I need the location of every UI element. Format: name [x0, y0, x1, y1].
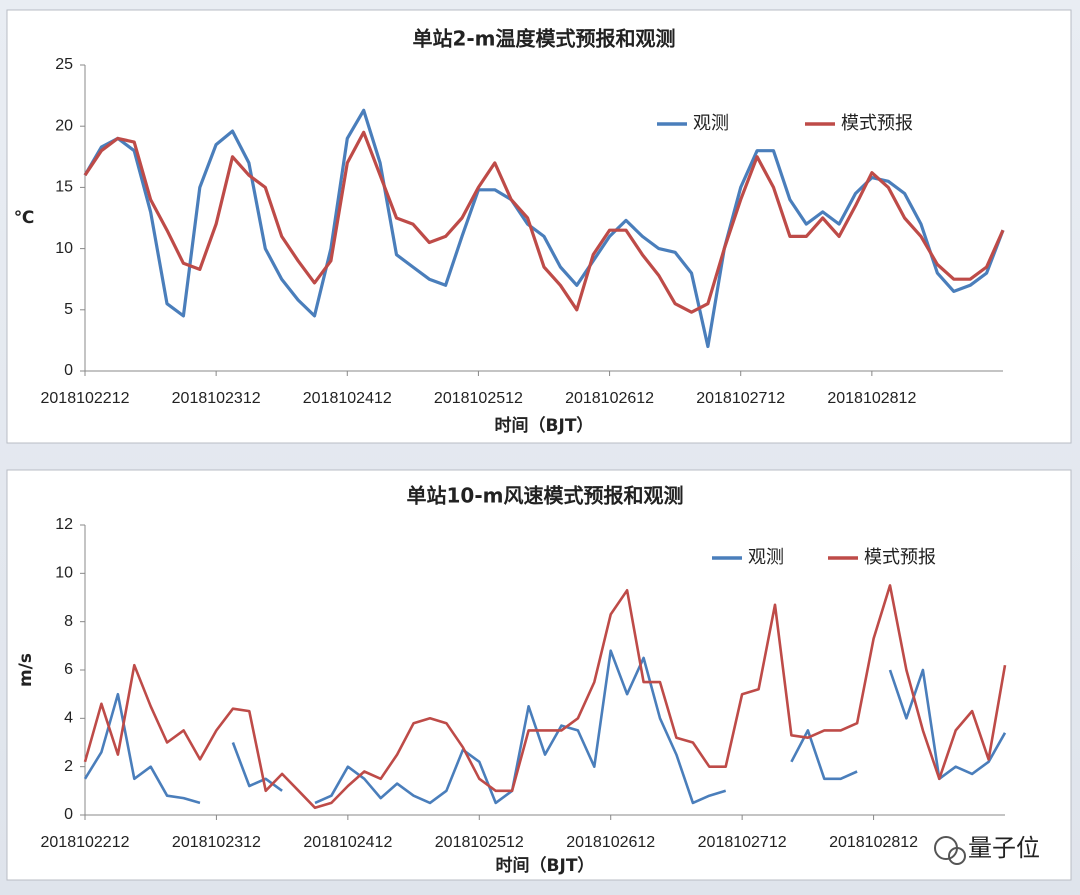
y-tick-label: 20 — [55, 117, 73, 134]
chart-title: 单站10-m风速模式预报和观测 — [407, 484, 684, 508]
x-axis-label: 时间（BJT） — [496, 855, 595, 876]
watermark-text: 量子位 — [968, 834, 1040, 862]
y-tick-label: 10 — [55, 565, 73, 582]
x-tick-label: 2018102812 — [829, 834, 918, 851]
y-tick-label: 6 — [64, 661, 73, 678]
chart-title: 单站2-m温度模式预报和观测 — [412, 27, 675, 51]
y-tick-label: 5 — [64, 301, 73, 318]
legend-label: 模式预报 — [864, 547, 936, 568]
x-tick-label: 2018102612 — [565, 390, 654, 407]
x-tick-label: 2018102412 — [303, 390, 392, 407]
x-tick-label: 2018102312 — [172, 390, 261, 407]
x-axis-label: 时间（BJT） — [495, 415, 594, 436]
y-tick-label: 0 — [64, 806, 73, 823]
y-tick-label: 0 — [64, 362, 73, 379]
legend-label: 观测 — [693, 113, 729, 134]
x-tick-label: 2018102812 — [827, 390, 916, 407]
data-line — [83, 130, 1005, 314]
x-tick-label: 2018102212 — [41, 834, 130, 851]
x-tick-label: 2018102512 — [434, 390, 523, 407]
x-tick-label: 2018102712 — [698, 834, 787, 851]
x-tick-label: 2018102312 — [172, 834, 261, 851]
y-tick-label: 25 — [55, 56, 73, 73]
legend-label: 观测 — [748, 547, 784, 568]
x-tick-label: 2018102412 — [303, 834, 392, 851]
x-tick-label: 2018102712 — [696, 390, 785, 407]
y-axis-label: ℃ — [14, 208, 35, 228]
y-tick-label: 15 — [55, 179, 73, 196]
legend-label: 模式预报 — [841, 113, 913, 134]
watermark: 量子位 — [934, 834, 1040, 865]
x-tick-label: 2018102212 — [41, 390, 130, 407]
x-tick-label: 2018102512 — [435, 834, 524, 851]
data-line — [83, 584, 1007, 810]
y-tick-label: 2 — [64, 758, 73, 775]
y-tick-label: 8 — [64, 613, 73, 630]
watermark-icon — [948, 847, 966, 865]
y-axis-label: m/s — [16, 653, 36, 687]
data-line — [83, 649, 1007, 805]
data-line — [83, 108, 1005, 349]
x-tick-label: 2018102612 — [566, 834, 655, 851]
panel — [6, 469, 1072, 881]
y-tick-label: 4 — [64, 710, 73, 727]
y-tick-label: 12 — [55, 516, 73, 533]
y-tick-label: 10 — [55, 240, 73, 257]
